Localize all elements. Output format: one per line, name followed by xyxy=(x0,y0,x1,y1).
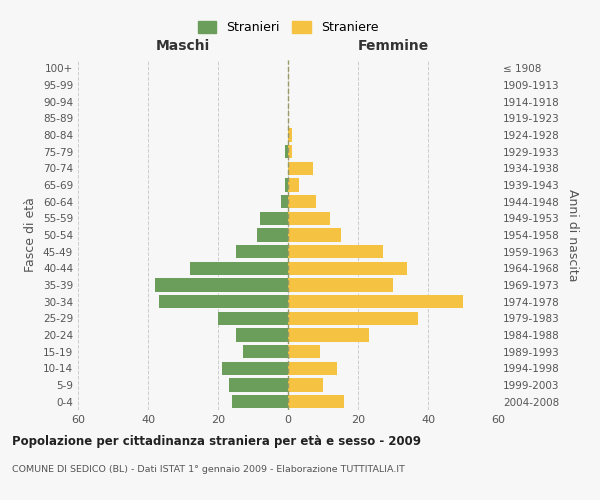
Bar xyxy=(281,195,288,208)
Bar xyxy=(190,262,288,275)
Bar xyxy=(221,362,288,375)
Bar xyxy=(288,262,407,275)
Bar xyxy=(288,395,344,408)
Bar xyxy=(288,312,418,325)
Bar xyxy=(288,178,299,192)
Text: COMUNE DI SEDICO (BL) - Dati ISTAT 1° gennaio 2009 - Elaborazione TUTTITALIA.IT: COMUNE DI SEDICO (BL) - Dati ISTAT 1° ge… xyxy=(12,465,405,474)
Bar xyxy=(288,128,292,141)
Bar xyxy=(288,345,320,358)
Bar xyxy=(288,228,341,241)
Bar xyxy=(288,362,337,375)
Text: Popolazione per cittadinanza straniera per età e sesso - 2009: Popolazione per cittadinanza straniera p… xyxy=(12,435,421,448)
Bar xyxy=(260,212,288,225)
Legend: Stranieri, Straniere: Stranieri, Straniere xyxy=(193,16,383,40)
Bar xyxy=(288,295,463,308)
Bar xyxy=(257,228,288,241)
Text: Maschi: Maschi xyxy=(156,39,210,53)
Bar xyxy=(284,145,288,158)
Bar xyxy=(242,345,288,358)
Bar xyxy=(235,245,288,258)
Text: Femmine: Femmine xyxy=(358,39,428,53)
Bar xyxy=(288,212,330,225)
Bar xyxy=(158,295,288,308)
Bar xyxy=(232,395,288,408)
Bar xyxy=(235,328,288,342)
Bar xyxy=(155,278,288,291)
Y-axis label: Fasce di età: Fasce di età xyxy=(25,198,37,272)
Bar xyxy=(288,162,313,175)
Bar xyxy=(284,178,288,192)
Bar xyxy=(218,312,288,325)
Bar xyxy=(288,195,316,208)
Bar xyxy=(288,145,292,158)
Y-axis label: Anni di nascita: Anni di nascita xyxy=(566,188,579,281)
Bar xyxy=(229,378,288,392)
Bar xyxy=(288,328,368,342)
Bar xyxy=(288,278,393,291)
Bar xyxy=(288,378,323,392)
Bar xyxy=(288,245,383,258)
